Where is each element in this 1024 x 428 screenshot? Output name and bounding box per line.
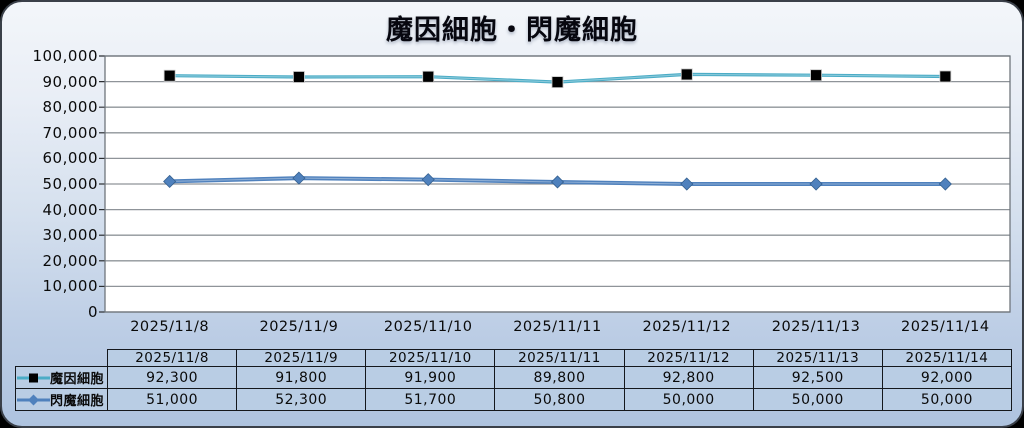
table-value-cell: 50,000 [623, 388, 754, 411]
table-row: 閃魔細胞 51,000 52,300 51,700 50,800 50,000 50,000… [15, 388, 1013, 411]
y-axis-tick-label: 20,000 [42, 251, 98, 270]
legend-cell: 閃魔細胞 [15, 388, 108, 411]
table-header-cell: 2025/11/11 [494, 349, 625, 367]
data-table: 2025/11/8 2025/11/9 2025/11/10 2025/11/11 20… [15, 349, 1013, 411]
y-axis-tick-label: 70,000 [42, 123, 98, 142]
x-axis-tick-label: 2025/11/9 [259, 319, 339, 335]
y-axis-tick-label: 50,000 [42, 175, 98, 193]
series-2-marker [163, 174, 177, 189]
table-header-cell: 2025/11/13 [752, 349, 883, 367]
table-header-cell: 2025/11/9 [236, 349, 367, 367]
table-value-cell: 50,000 [752, 388, 883, 411]
x-axis-tick-label: 2025/11/11 [513, 319, 602, 335]
plot-border [104, 55, 1011, 313]
series-2-marker [680, 177, 694, 191]
legend-entry: 魔因細胞 [17, 368, 107, 387]
x-axis-tick-label: 2025/11/13 [771, 319, 861, 335]
series-1-marker [810, 69, 822, 82]
table-corner-cell [16, 350, 108, 367]
series-1-marker [163, 69, 176, 82]
table-value-cell: 51,000 [106, 388, 238, 411]
y-axis-tick-label: 80,000 [42, 98, 98, 117]
table-value-cell: 92,300 [106, 366, 238, 389]
y-axis-tick-label: 60,000 [42, 149, 98, 168]
table-value-cell: 91,900 [365, 366, 496, 389]
table-value-cell: 92,800 [623, 366, 754, 389]
y-axis-tick-label: 100,000 [32, 47, 98, 65]
x-axis-tick-label: 2025/11/12 [642, 319, 732, 335]
table-value-cell: 50,000 [881, 388, 1013, 411]
legend-label: 魔因細胞 [50, 372, 105, 387]
series-2-marker [421, 173, 435, 187]
legend-square-marker-icon [17, 373, 50, 382]
x-axis: 2025/11/8 2025/11/9 2025/11/10 2025/11/11 20… [105, 319, 1010, 335]
series-2-marker [292, 171, 306, 185]
series-2-marker [809, 177, 823, 191]
series-2-marker [938, 177, 952, 191]
y-axis-tick-label: 30,000 [42, 226, 98, 245]
table-value-cell: 92,000 [881, 366, 1013, 389]
table-value-cell: 51,700 [365, 388, 496, 411]
series-1-marker [680, 68, 693, 81]
table-header-cell: 2025/11/10 [365, 349, 496, 367]
table-header-row: 2025/11/8 2025/11/9 2025/11/10 2025/11/11 20… [16, 349, 1013, 367]
y-axis-tick-label: 40,000 [42, 200, 98, 219]
series-2-marker [550, 175, 565, 189]
table-value-cell: 91,800 [236, 366, 367, 389]
y-axis: 100,000 90,000 80,000 70,000 60,000 50,000 40,… [2, 2, 98, 426]
x-axis-tick-label: 2025/11/14 [901, 319, 990, 335]
table-value-cell: 52,300 [236, 388, 367, 411]
legend-label: 閃魔細胞 [50, 394, 105, 409]
series-1-marker [293, 71, 305, 83]
x-axis-tick-label: 2025/11/10 [383, 319, 473, 335]
series-1-marker [551, 76, 564, 89]
table-row: 魔因細胞 92,300 91,800 91,900 89,800 92,800 92,500… [15, 366, 1013, 389]
series-1-marker [422, 70, 435, 83]
table-header-cell: 2025/11/8 [106, 349, 238, 367]
table-value-cell: 92,500 [752, 366, 883, 389]
legend-diamond-marker-icon [17, 394, 50, 405]
table-value-cell: 50,800 [494, 388, 625, 411]
y-axis-tick-label: 10,000 [42, 277, 98, 296]
table-header-cell: 2025/11/14 [881, 349, 1013, 367]
chart-title: 魔因細胞・閃魔細胞 [386, 15, 638, 46]
x-axis-tick-label: 2025/11/8 [130, 319, 210, 335]
table-header-cell: 2025/11/12 [623, 349, 754, 367]
table-value-cell: 89,800 [494, 366, 625, 389]
y-axis-tick-label: 0 [87, 303, 98, 321]
legend-entry: 閃魔細胞 [17, 390, 107, 409]
legend-cell: 魔因細胞 [15, 366, 108, 389]
y-axis-tick-label: 90,000 [42, 72, 98, 91]
series-1-marker [939, 70, 952, 83]
